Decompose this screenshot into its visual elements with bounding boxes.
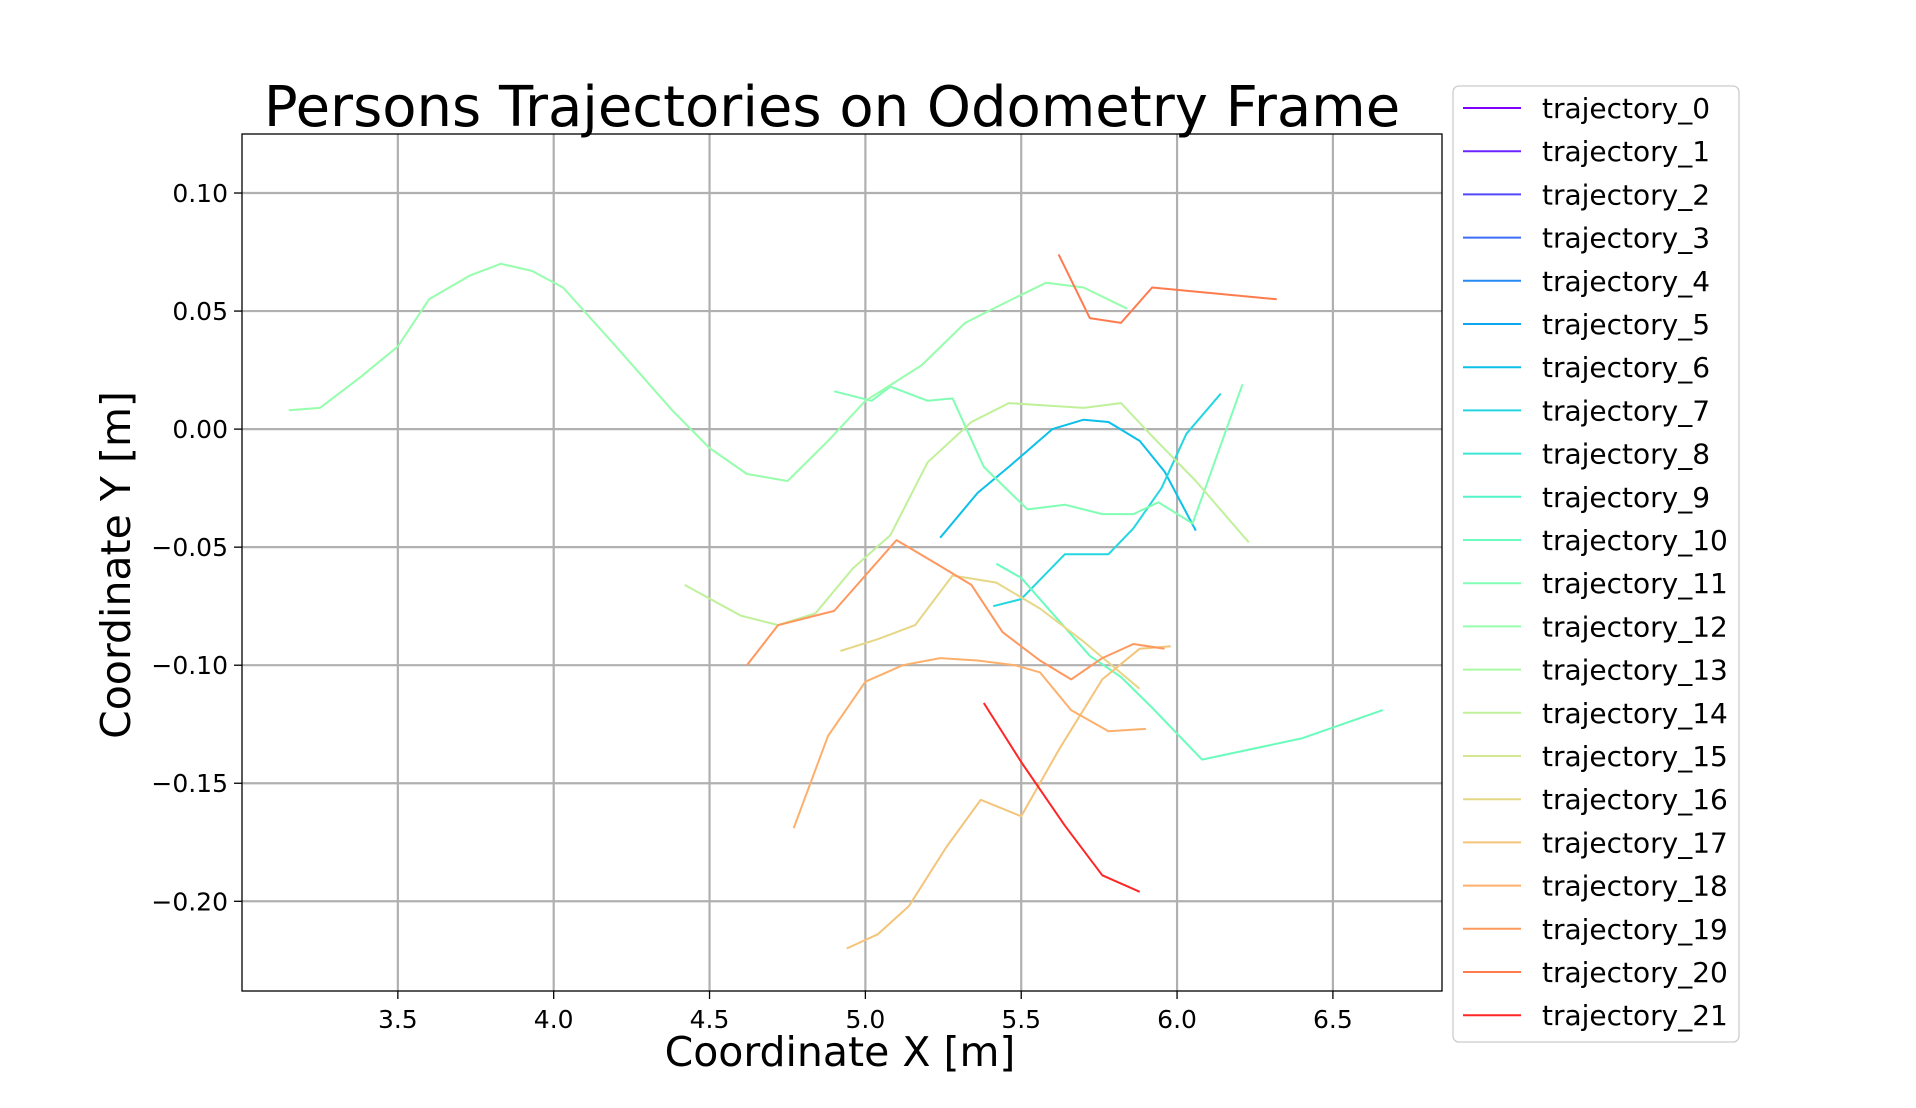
plot-area-frame [241,133,1443,992]
legend-box [1452,85,1740,1043]
series-line-trajectory-20 [1057,253,1277,324]
series-lines [288,253,1384,950]
legend-label: trajectory_12 [1542,610,1728,643]
x-tick-label: 4.0 [534,1005,574,1034]
series-line-trajectory-19 [746,539,1165,681]
series-line-trajectory-10 [995,562,1384,761]
legend-label: trajectory_10 [1542,524,1728,557]
x-tick-label: 6.5 [1313,1005,1353,1034]
series-line-trajectory-7 [992,393,1222,608]
legend-label: trajectory_1 [1542,135,1710,168]
x-axis-title: Coordinate X [m] [665,1028,1016,1076]
legend-label: trajectory_14 [1542,697,1728,730]
legend-label: trajectory_16 [1542,783,1728,816]
legend-label: trajectory_9 [1542,481,1710,514]
series-line-trajectory-21 [982,702,1141,893]
y-tick-label: 0.05 [172,297,228,326]
legend-label: trajectory_18 [1542,870,1728,903]
x-tick-label: 3.5 [378,1005,418,1034]
legend-label: trajectory_20 [1542,956,1728,989]
x-axis-ticks: 3.5 4.0 4.5 5.0 5.5 6.0 6.5 [378,991,1353,1034]
legend-label: trajectory_21 [1542,999,1728,1032]
legend-label: trajectory_8 [1542,438,1710,471]
x-tick-label: 4.5 [690,1005,730,1034]
y-axis-ticks: 0.10 0.05 0.00 −0.05 −0.10 −0.15 −0.20 [151,179,242,916]
y-tick-label: −0.05 [151,533,228,562]
legend-label: trajectory_15 [1542,740,1728,773]
x-tick-label: 5.0 [845,1005,885,1034]
series-line-trajectory-16 [840,574,1141,690]
series-line-trajectory-6 [939,418,1197,539]
legend-label: trajectory_6 [1542,351,1710,384]
grid [242,134,1442,991]
legend-label: trajectory_17 [1542,826,1728,859]
y-tick-label: −0.15 [151,769,228,798]
legend: trajectory_0 trajectory_1 trajectory_2traj… [1452,85,1740,1043]
legend-label: trajectory_4 [1542,265,1710,298]
series-line-trajectory-11 [833,383,1244,525]
legend-label: trajectory_13 [1542,654,1728,687]
legend-label: trajectory_19 [1542,913,1728,946]
y-tick-label: 0.00 [172,415,228,444]
chart-title: Persons Trajectories on Odometry Frame [264,75,1400,140]
series-line-trajectory-17 [846,645,1171,950]
legend-label: trajectory_0 [1542,92,1710,125]
y-tick-label: −0.20 [151,887,228,916]
x-tick-label: 5.5 [1001,1005,1041,1034]
legend-label: trajectory_2 [1542,178,1710,211]
y-tick-label: 0.10 [172,179,228,208]
x-tick-label: 6.0 [1157,1005,1197,1034]
series-line-trajectory-12 [288,262,1128,482]
y-axis-title: Coordinate Y [m] [92,391,140,739]
legend-label: trajectory_7 [1542,394,1710,427]
legend-label: trajectory_11 [1542,567,1728,600]
legend-label: trajectory_5 [1542,308,1710,341]
y-tick-label: −0.10 [151,651,228,680]
series-line-trajectory-18 [792,657,1146,829]
legend-label: trajectory_3 [1542,222,1710,255]
